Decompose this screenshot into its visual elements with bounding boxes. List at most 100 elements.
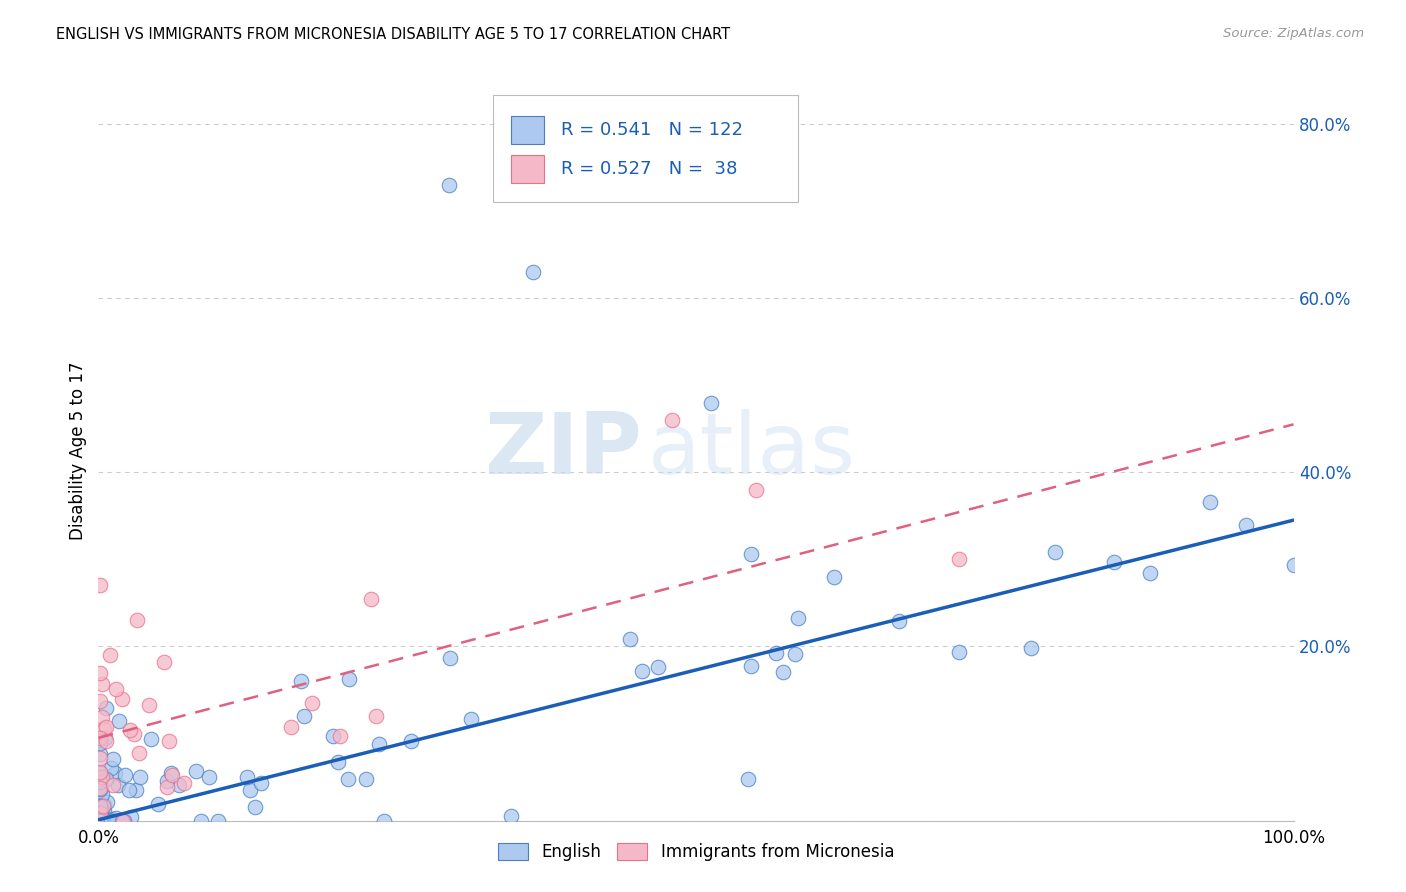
Point <box>141 731 163 746</box>
Point <box>89 814 111 828</box>
Text: R = 0.527   N =  38: R = 0.527 N = 38 <box>561 161 737 178</box>
Point <box>89 814 111 828</box>
Point <box>90 805 112 819</box>
Point <box>91 814 114 828</box>
Point <box>399 733 422 747</box>
Point <box>93 799 115 814</box>
Point <box>737 772 759 787</box>
Point <box>89 814 111 828</box>
Text: Source: ZipAtlas.com: Source: ZipAtlas.com <box>1223 27 1364 40</box>
Point <box>101 814 124 828</box>
Point <box>89 766 111 780</box>
Point <box>366 709 388 723</box>
Point <box>90 814 112 828</box>
Point <box>89 814 111 828</box>
Point <box>160 766 183 780</box>
Point <box>89 814 111 828</box>
Point <box>89 814 111 828</box>
Point <box>89 797 111 812</box>
Point <box>184 764 207 778</box>
Point <box>89 814 111 828</box>
Point <box>157 734 180 748</box>
Point <box>89 665 111 680</box>
Point <box>120 810 142 824</box>
Point <box>91 814 114 828</box>
Point <box>94 734 117 748</box>
Point <box>91 814 114 828</box>
Point <box>89 774 111 789</box>
Text: ENGLISH VS IMMIGRANTS FROM MICRONESIA DISABILITY AGE 5 TO 17 CORRELATION CHART: ENGLISH VS IMMIGRANTS FROM MICRONESIA DI… <box>56 27 730 42</box>
Point <box>292 709 315 723</box>
Point <box>138 698 160 712</box>
Point <box>89 799 111 814</box>
Point <box>89 814 111 828</box>
Point <box>89 814 111 828</box>
Point <box>197 770 219 784</box>
Point <box>1234 517 1257 532</box>
Point <box>948 552 970 566</box>
Point <box>100 812 122 826</box>
Point <box>89 750 111 764</box>
FancyBboxPatch shape <box>494 95 797 202</box>
Point <box>367 737 389 751</box>
Point <box>91 814 114 828</box>
Point <box>146 797 169 811</box>
Y-axis label: Disability Age 5 to 17: Disability Age 5 to 17 <box>69 361 87 540</box>
FancyBboxPatch shape <box>510 155 544 183</box>
Point <box>96 772 118 786</box>
Point <box>107 779 129 793</box>
Point <box>89 814 111 828</box>
Point <box>90 814 112 828</box>
Point <box>89 806 111 821</box>
Point <box>207 814 229 828</box>
Point <box>129 770 152 784</box>
Text: atlas: atlas <box>648 409 856 492</box>
Point <box>1104 555 1126 569</box>
Point <box>108 814 131 828</box>
Point <box>236 770 259 784</box>
Point <box>89 814 111 828</box>
Point <box>90 782 112 797</box>
Point <box>101 778 124 792</box>
Point <box>948 645 970 659</box>
Point <box>90 787 112 801</box>
Point <box>522 265 544 279</box>
Point <box>239 782 262 797</box>
Point <box>89 780 111 795</box>
Point <box>249 776 271 790</box>
Point <box>100 648 122 662</box>
Point <box>1199 495 1222 509</box>
Point <box>89 765 111 780</box>
Point <box>89 814 111 828</box>
Point <box>1139 566 1161 581</box>
Point <box>89 814 111 828</box>
Point <box>89 814 111 828</box>
Point <box>460 713 482 727</box>
Legend: English, Immigrants from Micronesia: English, Immigrants from Micronesia <box>491 837 901 868</box>
Point <box>439 650 461 665</box>
Point <box>89 747 111 761</box>
Point <box>89 778 111 792</box>
Point <box>89 731 111 745</box>
Point <box>89 807 111 822</box>
Text: R = 0.541   N = 122: R = 0.541 N = 122 <box>561 121 742 139</box>
Point <box>787 610 810 624</box>
Point <box>765 646 787 660</box>
Point <box>785 647 807 661</box>
Point <box>105 811 128 825</box>
Point <box>89 799 111 814</box>
Point <box>155 773 177 788</box>
Point <box>89 814 111 828</box>
Point <box>128 746 150 760</box>
Point <box>101 752 124 766</box>
Point <box>89 814 111 828</box>
Point <box>91 709 114 723</box>
Point <box>360 591 382 606</box>
Point <box>112 814 135 828</box>
Point <box>110 814 132 828</box>
Point <box>127 613 149 627</box>
Point <box>156 780 179 794</box>
Point <box>326 755 349 769</box>
Point <box>290 673 312 688</box>
Point <box>93 797 115 812</box>
